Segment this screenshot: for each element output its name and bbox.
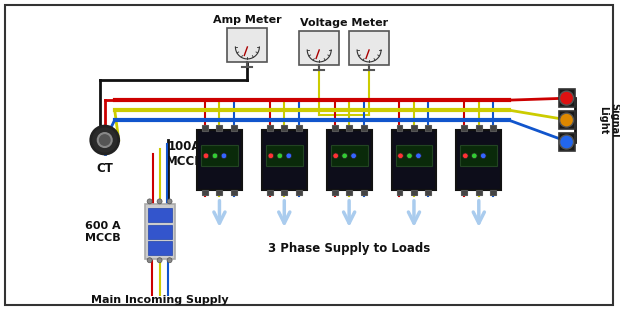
Bar [332, 125, 338, 131]
Bar [391, 130, 436, 190]
Circle shape [147, 258, 152, 263]
Circle shape [91, 126, 118, 154]
Bar [296, 190, 302, 195]
Circle shape [397, 153, 403, 159]
Bar [456, 130, 501, 190]
Circle shape [286, 153, 291, 159]
Bar [148, 225, 172, 239]
Bar [476, 190, 482, 195]
FancyBboxPatch shape [299, 31, 339, 65]
Bar [201, 145, 238, 166]
Bar [559, 89, 575, 107]
Circle shape [351, 153, 356, 159]
Bar [148, 241, 172, 255]
Bar [327, 130, 371, 190]
Circle shape [167, 258, 172, 263]
Bar [231, 190, 237, 195]
Bar [425, 190, 432, 195]
Circle shape [560, 135, 574, 149]
Bar [490, 190, 496, 195]
Circle shape [98, 133, 112, 147]
Bar [197, 130, 242, 190]
Circle shape [268, 153, 273, 159]
Circle shape [277, 153, 283, 159]
Bar [202, 190, 208, 195]
Text: 100A
MCCB: 100A MCCB [166, 140, 203, 168]
Bar [461, 190, 467, 195]
Bar [559, 133, 575, 151]
Bar [397, 190, 402, 195]
Text: CT: CT [96, 162, 113, 175]
Bar [148, 208, 172, 223]
Bar [216, 190, 223, 195]
Text: Amp Meter: Amp Meter [213, 15, 281, 25]
Bar [411, 125, 417, 131]
Circle shape [463, 153, 468, 159]
Bar [461, 125, 467, 131]
Bar [397, 125, 402, 131]
Bar [267, 190, 273, 195]
Text: Main Incoming Supply: Main Incoming Supply [91, 294, 228, 305]
Circle shape [342, 153, 347, 159]
FancyBboxPatch shape [228, 28, 267, 62]
Bar [476, 125, 482, 131]
Text: Signal
Light: Signal Light [598, 103, 619, 137]
Bar [361, 190, 366, 195]
Circle shape [415, 153, 421, 159]
Bar [216, 125, 223, 131]
FancyBboxPatch shape [349, 31, 389, 65]
Bar [330, 145, 368, 166]
Bar [346, 190, 352, 195]
Circle shape [560, 91, 574, 105]
Bar [411, 190, 417, 195]
Bar [202, 125, 208, 131]
Circle shape [472, 153, 477, 159]
Bar [296, 125, 302, 131]
Bar [266, 145, 303, 166]
Bar [396, 145, 432, 166]
Bar [281, 125, 287, 131]
Bar [425, 125, 432, 131]
Bar [559, 111, 575, 129]
Circle shape [212, 153, 218, 159]
Circle shape [157, 199, 162, 204]
Circle shape [167, 199, 172, 204]
Circle shape [480, 153, 486, 159]
Circle shape [333, 153, 339, 159]
Bar [490, 125, 496, 131]
Circle shape [560, 113, 574, 127]
Circle shape [221, 153, 227, 159]
Text: Voltage Meter: Voltage Meter [300, 18, 388, 28]
Bar [144, 204, 175, 259]
Bar [262, 130, 307, 190]
Bar [332, 190, 338, 195]
Bar [231, 125, 237, 131]
Circle shape [157, 258, 162, 263]
Bar [460, 145, 497, 166]
Bar [281, 190, 287, 195]
Text: 600 A
MCCB: 600 A MCCB [85, 221, 120, 243]
Circle shape [147, 199, 152, 204]
Bar [346, 125, 352, 131]
Circle shape [203, 153, 209, 159]
Bar [361, 125, 366, 131]
Circle shape [407, 153, 412, 159]
Text: 3 Phase Supply to Loads: 3 Phase Supply to Loads [268, 242, 430, 255]
Bar [267, 125, 273, 131]
